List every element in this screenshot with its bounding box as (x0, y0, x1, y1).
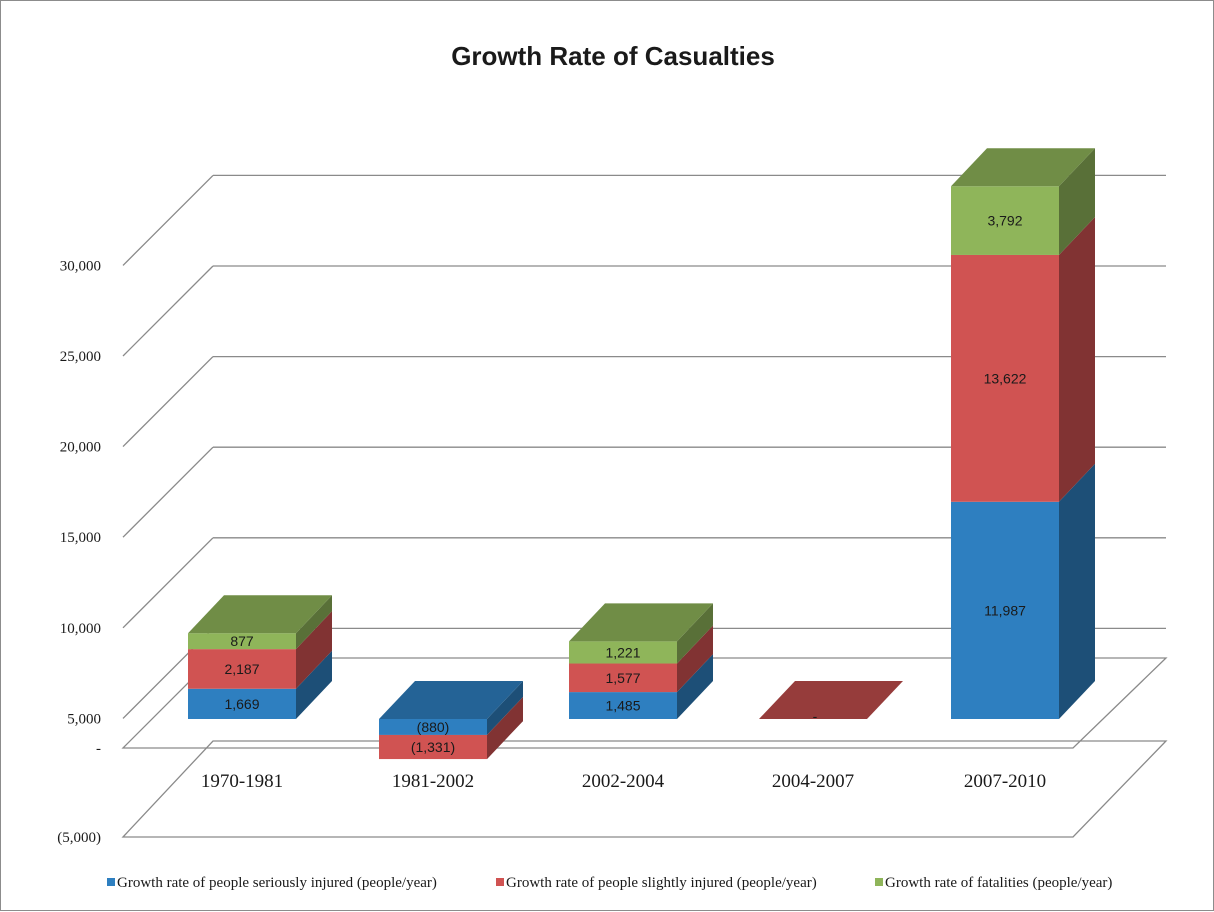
x-tick-label: 1981-2002 (392, 771, 474, 792)
data-label: 1,577 (605, 670, 640, 686)
legend: Growth rate of people seriously injured … (107, 875, 1112, 891)
y-tick-label: 25,000 (60, 349, 101, 365)
bar-segment (569, 641, 677, 664)
data-label: 2,187 (224, 661, 259, 677)
bar-segment (951, 501, 1059, 719)
gridline (122, 356, 214, 448)
bar-side (487, 681, 523, 735)
floor-bottom-plane (121, 740, 1168, 838)
floor-plane (121, 657, 1168, 838)
bar-side (677, 625, 713, 693)
bar-top (569, 603, 713, 642)
legend-label: Growth rate of people slightly injured (… (506, 875, 817, 891)
x-tick-label: 2004-2007 (772, 771, 854, 792)
bar-side (487, 696, 523, 760)
gridline (122, 265, 214, 357)
x-axis-tick-labels: 1970-1981 1981-2002 2002-2004 2004-2007 2007… (201, 771, 1046, 792)
data-label: 1,221 (605, 644, 640, 660)
y-tick-label: - (96, 741, 101, 757)
y-axis-tick-labels: (5,000) - 5,000 10,000 15,000 20,000 25,000 30,… (57, 258, 101, 846)
data-labels: 1,669 2,187 877 (880) (1,331) 1,485 1,577 1,221… (224, 213, 1026, 755)
data-label: 1,485 (605, 698, 640, 714)
bar-side (296, 650, 332, 719)
gridline (122, 174, 214, 266)
bar-top (379, 681, 523, 719)
bar-side (296, 611, 332, 689)
bar-segment (379, 719, 487, 735)
bar-group (188, 595, 332, 719)
bar-segment (379, 734, 487, 760)
data-label: 13,622 (984, 370, 1027, 386)
bar-group (951, 148, 1095, 719)
data-label: (880) (417, 719, 450, 735)
y-tick-label: 15,000 (60, 530, 101, 546)
bar-top (759, 681, 903, 719)
y-tick-label: 10,000 (60, 621, 101, 637)
x-tick-label: 2002-2004 (582, 771, 665, 792)
bar-group (759, 681, 903, 719)
bar-segment (188, 649, 296, 689)
bar-segment (951, 186, 1059, 255)
bar-side (1059, 463, 1095, 719)
bar-top (188, 595, 332, 634)
legend-swatch (496, 878, 504, 886)
y-tick-label: (5,000) (57, 830, 101, 846)
chart-title: Growth Rate of Casualties (451, 41, 775, 71)
legend-label: Growth rate of people seriously injured … (117, 875, 437, 891)
y-tick-label: 20,000 (60, 440, 101, 456)
data-label: - (813, 708, 818, 724)
x-tick-label: 1970-1981 (201, 771, 283, 792)
data-label: 877 (230, 633, 254, 649)
bars (188, 148, 1095, 760)
data-label: 3,792 (987, 213, 1022, 229)
data-label: 1,669 (224, 696, 259, 712)
bar-side (1059, 148, 1095, 255)
bar-side (677, 603, 713, 664)
legend-swatch (875, 878, 883, 886)
bar-side (296, 595, 332, 650)
bar-segment (951, 254, 1059, 502)
bar-group (569, 603, 713, 719)
bar-top (951, 148, 1095, 187)
bar-segment (569, 692, 677, 719)
bar-segment (188, 688, 296, 719)
bar-side (677, 654, 713, 719)
legend-label: Growth rate of fatalities (people/year) (885, 875, 1112, 891)
bar-side (1059, 216, 1095, 502)
y-tick-label: 5,000 (67, 711, 101, 727)
legend-swatch (107, 878, 115, 886)
bar-segment (188, 633, 296, 650)
data-label: (1,331) (411, 739, 455, 755)
gridline (122, 446, 214, 538)
bar-segment (569, 663, 677, 693)
data-label: 11,987 (984, 602, 1026, 618)
floor-zero-plane (121, 657, 1168, 749)
gridline (122, 537, 214, 629)
bar-group (379, 681, 523, 760)
x-tick-label: 2007-2010 (964, 771, 1046, 792)
y-tick-label: 30,000 (60, 258, 101, 274)
